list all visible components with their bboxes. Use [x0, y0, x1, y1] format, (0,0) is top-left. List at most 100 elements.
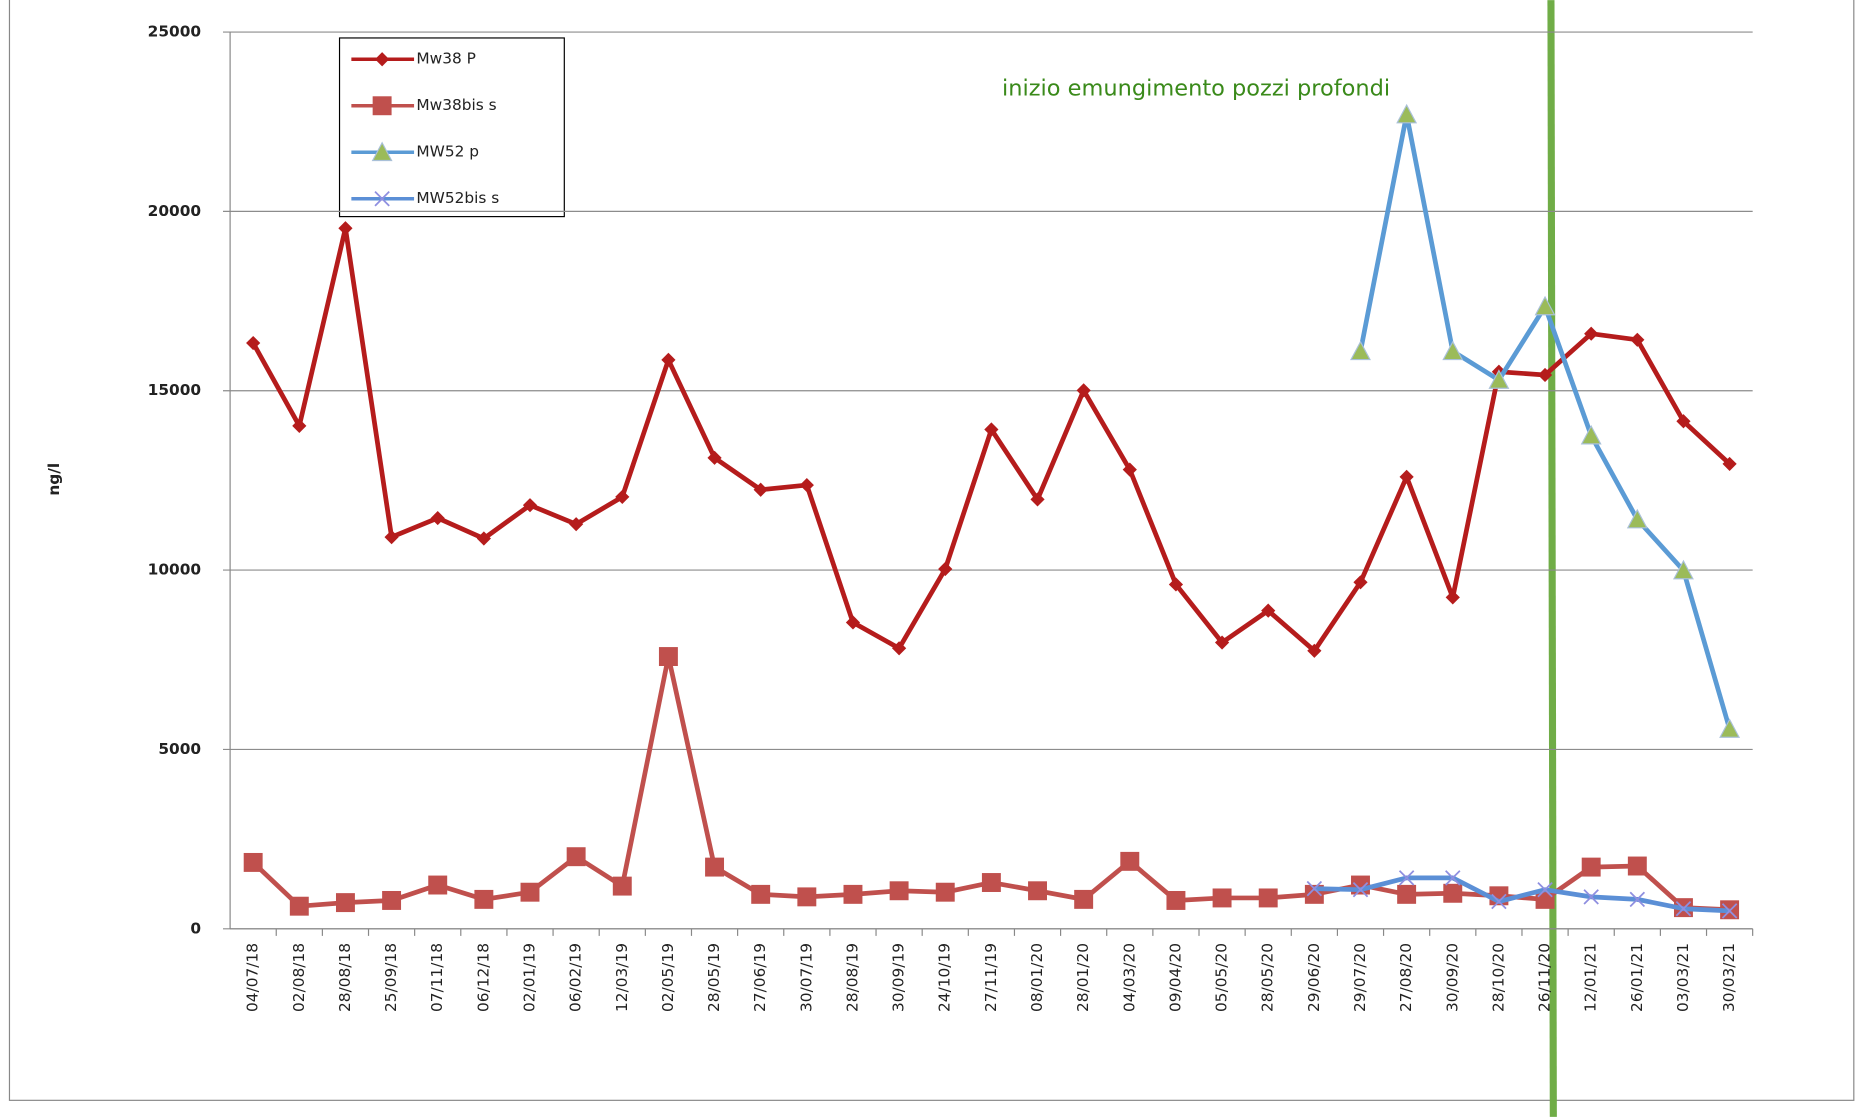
annotation: inizio emungimento pozzi profondi: [1002, 75, 1390, 101]
data-point: [1721, 903, 1738, 919]
data-point: [1398, 870, 1415, 886]
x-tick-label: 28/05/19: [705, 943, 723, 1012]
y-tick-label: 5000: [158, 740, 201, 758]
series-line: [251, 225, 1732, 654]
data-point: [1488, 369, 1510, 389]
data-point: [843, 884, 863, 904]
x-tick-label: 05/05/20: [1213, 943, 1231, 1012]
data-point: [797, 887, 817, 907]
data-point: [892, 641, 907, 656]
data-point: [1719, 718, 1741, 738]
x-tick-label: 06/02/19: [567, 943, 585, 1012]
data-point: [338, 221, 353, 236]
x-tick-label: 07/11/18: [428, 943, 446, 1012]
legend-label: Mw38 P: [416, 50, 476, 68]
data-point: [753, 482, 768, 497]
legend-box: [338, 37, 565, 218]
data-point: [382, 890, 402, 910]
series-line: [1358, 112, 1732, 730]
legend-label: Mw38bis s: [416, 96, 496, 114]
x-tick-label: 30/09/20: [1443, 943, 1461, 1012]
y-axis-label: ng/l: [45, 463, 63, 496]
legend-label: MW52bis s: [416, 189, 499, 207]
x-tick-label: 30/09/19: [890, 943, 908, 1012]
data-point: [1212, 888, 1232, 908]
series-line: [251, 654, 1730, 913]
x-tick-label: 04/07/18: [244, 943, 262, 1012]
chart-border: [8, 0, 1855, 1101]
series-line: [1314, 875, 1730, 914]
x-tick-label: 08/01/20: [1028, 943, 1046, 1012]
legend-marker: [372, 96, 392, 116]
x-tick-label: 09/04/20: [1166, 943, 1184, 1012]
x-tick-label: 25/09/18: [382, 943, 400, 1012]
x-tick-label: 28/01/20: [1074, 943, 1092, 1012]
x-tick-label: 26/01/21: [1628, 943, 1646, 1012]
data-point: [522, 498, 538, 513]
data-point: [612, 876, 632, 896]
x-tick-label: 03/03/21: [1674, 943, 1692, 1012]
x-tick-label: 29/06/20: [1305, 943, 1323, 1012]
legend-marker: [371, 141, 393, 162]
data-point: [1397, 884, 1417, 904]
x-tick-label: 02/05/19: [659, 943, 677, 1012]
data-point: [566, 847, 586, 867]
x-tick-label: 12/01/21: [1582, 943, 1600, 1012]
legend-marker: [374, 191, 390, 207]
data-point: [1534, 295, 1556, 316]
data-point: [1399, 469, 1414, 484]
data-point: [889, 881, 909, 901]
y-tick-label: 0: [190, 919, 201, 937]
data-point: [1168, 577, 1184, 592]
data-point: [1442, 340, 1464, 361]
x-tick-label: 28/05/20: [1259, 943, 1277, 1012]
x-tick-label: 26/11/20: [1536, 943, 1554, 1012]
data-point: [1581, 857, 1601, 877]
data-point: [476, 531, 491, 546]
x-tick-label: 28/10/20: [1489, 943, 1507, 1012]
data-point: [1626, 508, 1648, 529]
data-point: [428, 875, 448, 895]
x-tick-label: 27/11/19: [982, 943, 1000, 1012]
data-point: [1673, 559, 1694, 580]
data-point: [984, 422, 999, 437]
data-point: [1675, 900, 1692, 917]
data-point: [661, 352, 676, 367]
data-point: [1353, 575, 1368, 590]
data-point: [1491, 893, 1507, 910]
data-point: [1722, 456, 1737, 472]
y-tick-label: 15000: [148, 381, 201, 399]
data-point: [1166, 890, 1186, 910]
data-point: [1580, 424, 1602, 445]
data-point: [707, 450, 722, 465]
event-line: [1547, 0, 1557, 1117]
data-point: [981, 873, 1001, 892]
x-tick-label: 28/08/19: [843, 943, 861, 1012]
data-point: [1583, 889, 1599, 905]
data-point: [938, 561, 953, 577]
data-point: [1445, 870, 1461, 886]
data-point: [1584, 326, 1599, 341]
x-tick-label: 28/08/18: [336, 943, 354, 1012]
data-point: [658, 647, 678, 667]
data-point: [384, 529, 399, 545]
x-tick-label: 06/12/18: [474, 943, 492, 1012]
x-tick-label: 02/01/19: [521, 943, 539, 1012]
data-point: [1261, 603, 1276, 618]
data-point: [1350, 340, 1371, 361]
data-point: [1214, 635, 1230, 650]
data-point: [243, 852, 263, 872]
x-tick-label: 02/08/18: [290, 943, 308, 1012]
data-point: [430, 510, 445, 526]
data-point: [705, 857, 725, 877]
data-point: [1629, 891, 1646, 908]
data-point: [1676, 414, 1691, 429]
legend-label: MW52 p: [416, 143, 479, 161]
legend-marker: [375, 52, 390, 67]
data-point: [292, 418, 307, 433]
data-point: [474, 889, 494, 909]
x-tick-label: 24/10/19: [936, 943, 954, 1012]
data-point: [1445, 590, 1460, 605]
data-point: [1627, 856, 1647, 876]
